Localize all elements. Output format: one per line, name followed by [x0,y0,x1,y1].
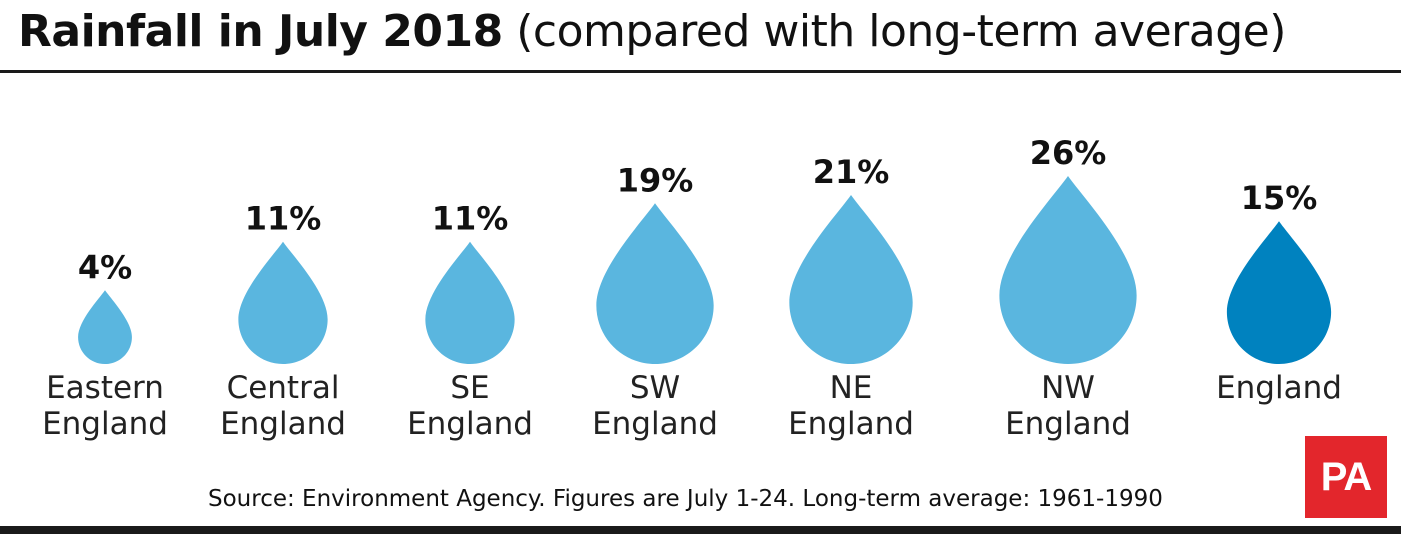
category-label-4-line-1: England [788,406,914,442]
category-label-1-line-1: England [220,406,346,442]
title-divider [0,70,1401,73]
value-label-6: 15% [1241,179,1318,217]
raindrop-2 [425,241,515,364]
category-label-5-line-0: NW [1041,370,1095,406]
value-label-1: 11% [245,200,322,238]
category-label-1-line-0: Central [227,370,340,406]
value-label-2: 11% [432,200,509,238]
category-label-0-line-1: England [42,406,168,442]
raindrop-5 [999,176,1137,364]
pa-logo: PA [1305,436,1387,518]
page-title: Rainfall in July 2018 (compared with lon… [18,2,1286,62]
category-label-2-line-0: SE [450,370,489,406]
raindrop-0 [78,290,132,364]
raindrop-4 [789,195,913,364]
bottom-divider [0,526,1401,534]
category-label-3-line-0: SW [630,370,680,406]
category-label-4-line-0: NE [830,370,873,406]
value-label-4: 21% [813,153,890,191]
value-label-5: 26% [1030,134,1107,172]
category-label-5-line-1: England [1005,406,1131,442]
raindrop-3 [596,203,714,364]
raindrop-6 [1226,221,1332,364]
category-label-0-line-0: Eastern [46,370,164,406]
category-label-6-line-0: England [1216,370,1342,406]
category-label-3-line-1: England [592,406,718,442]
value-label-0: 4% [78,248,132,286]
category-label-2-line-1: England [407,406,533,442]
title-subtitle: (compared with long-term average) [516,6,1286,57]
source-note: Source: Environment Agency. Figures are … [208,486,1163,512]
raindrop-chart: 4%EasternEngland11%CentralEngland11%SEEn… [42,134,1342,442]
title-main: Rainfall in July 2018 [18,6,503,57]
value-label-3: 19% [617,161,694,199]
raindrop-1 [238,241,328,364]
